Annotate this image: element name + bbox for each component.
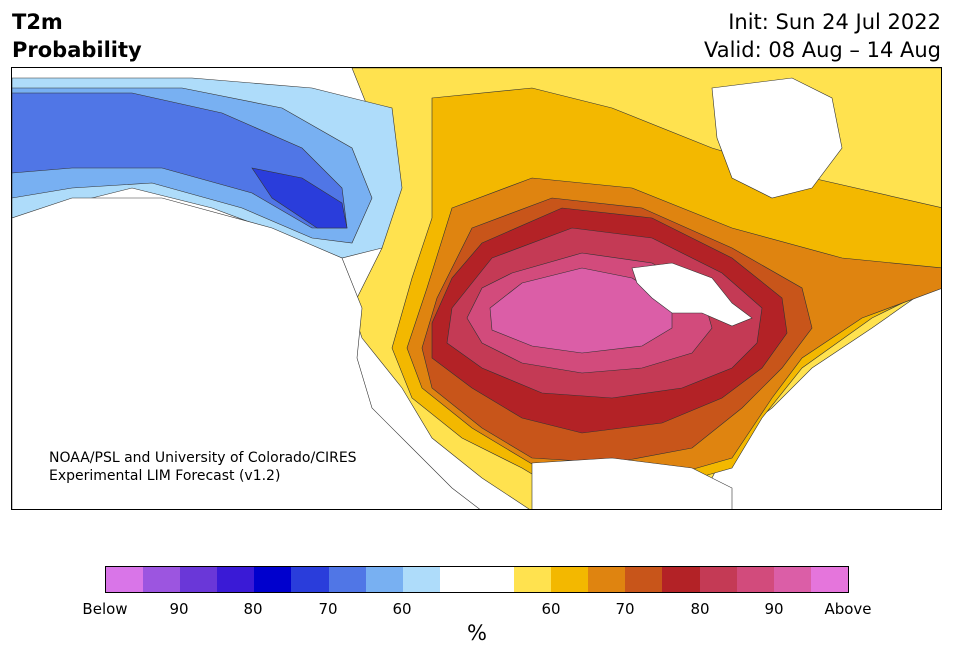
colorbar-swatch [551, 567, 589, 592]
credit-line-2: Experimental LIM Forecast (v1.2) [49, 468, 281, 484]
colorbar-tick: Above [824, 600, 872, 618]
colorbar-swatch [328, 567, 366, 592]
colorbar-swatch [106, 567, 144, 592]
map-title: T2m Probability [12, 8, 142, 64]
title-variable: T2m [12, 10, 63, 34]
colorbar-swatch [180, 567, 218, 592]
colorbar-swatch [365, 567, 403, 592]
colorbar-tick: 60 [392, 600, 412, 618]
colorbar-tick: 60 [541, 600, 561, 618]
credit-line-1: NOAA/PSL and University of Colorado/CIRE… [49, 450, 357, 466]
colorbar-swatch [291, 567, 329, 592]
colorbar-swatch [402, 567, 440, 592]
colorbar-swatch [773, 567, 811, 592]
colorbar-swatch [662, 567, 700, 592]
colorbar-swatch [143, 567, 181, 592]
colorbar-tick: 70 [318, 600, 338, 618]
colorbar-swatch [514, 567, 552, 592]
colorbar-tick: 80 [243, 600, 263, 618]
colorbar-swatch [217, 567, 255, 592]
map-canvas [12, 68, 941, 509]
credit-text: NOAA/PSL and University of Colorado/CIRE… [49, 449, 357, 485]
colorbar-swatch [625, 567, 663, 592]
init-date: Init: Sun 24 Jul 2022 [728, 10, 941, 34]
valid-range: Valid: 08 Aug – 14 Aug [703, 38, 941, 62]
colorbar-tick: 70 [615, 600, 635, 618]
probability-map: NOAA/PSL and University of Colorado/CIRE… [11, 67, 942, 510]
forecast-dates: Init: Sun 24 Jul 2022 Valid: 08 Aug – 14… [704, 8, 941, 64]
shaded-regions [12, 68, 941, 509]
colorbar-swatch [476, 567, 515, 592]
colorbar-swatch [254, 567, 292, 592]
colorbar-tick: 90 [169, 600, 189, 618]
colorbar [105, 566, 849, 593]
hudson-bay [711, 77, 843, 199]
colorbar-swatch [736, 567, 774, 592]
colorbar-swatch [439, 567, 477, 592]
title-metric: Probability [12, 38, 142, 62]
colorbar-tick: 80 [690, 600, 710, 618]
colorbar-swatch [699, 567, 737, 592]
colorbar-tick: Below [82, 600, 128, 618]
colorbar-swatch [588, 567, 626, 592]
colorbar-swatch [810, 567, 848, 592]
colorbar-unit: % [467, 621, 487, 645]
region-pink [489, 267, 673, 354]
gulf-of-mexico [531, 457, 733, 509]
pacific-ocean [12, 197, 480, 509]
colorbar-tick: 90 [764, 600, 784, 618]
region-cold-dark [251, 167, 348, 229]
great-lakes [631, 262, 753, 327]
